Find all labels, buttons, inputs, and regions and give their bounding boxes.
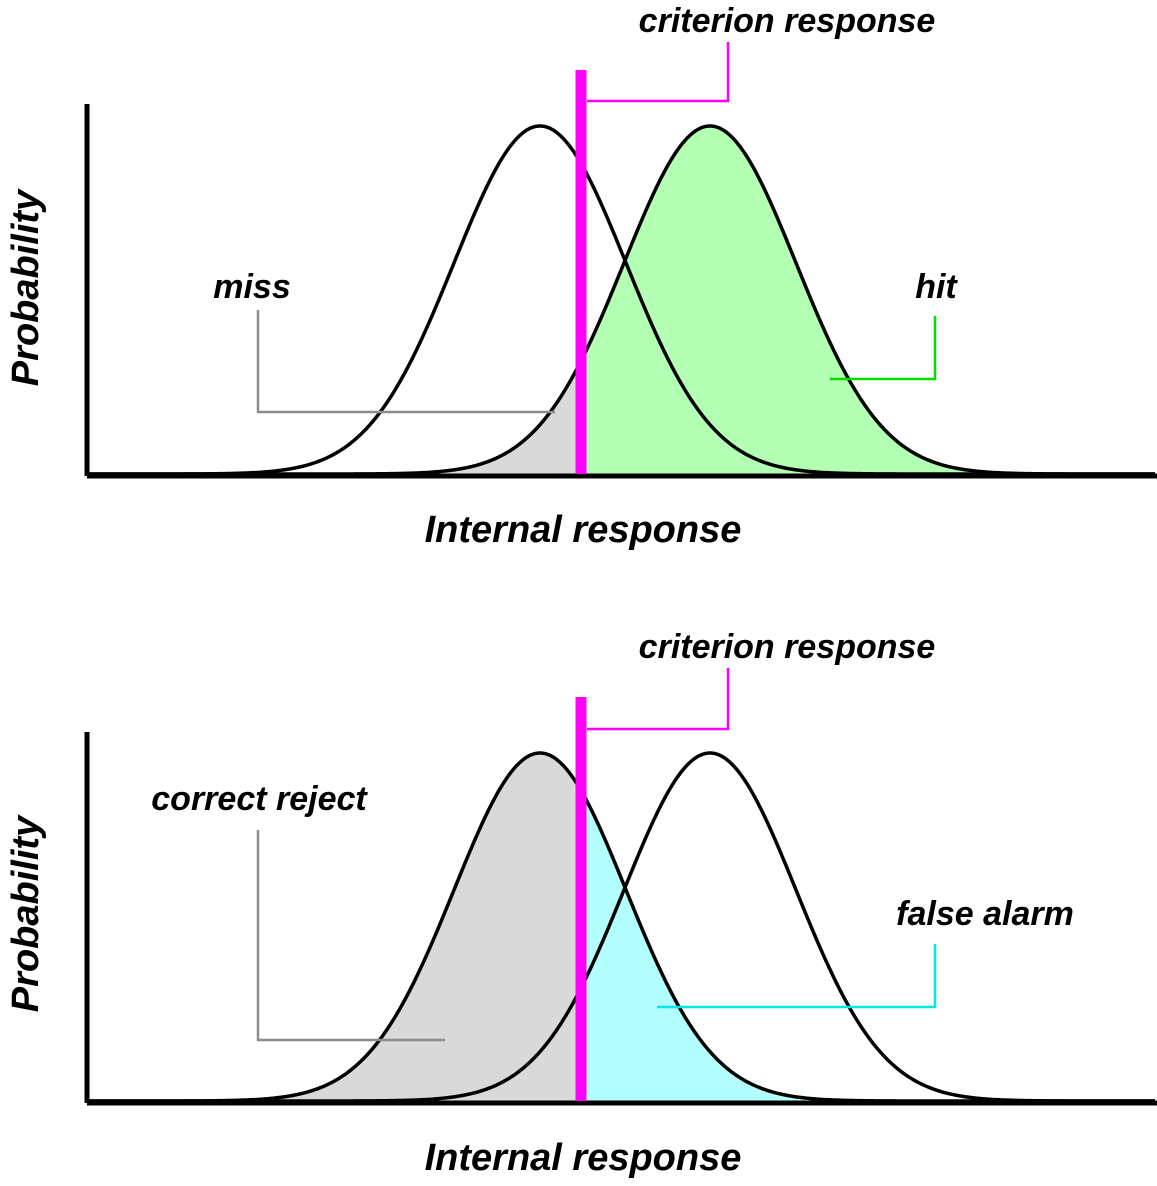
- correct-reject-shaded-area: [87, 753, 581, 1101]
- x-axis-label: Internal response: [425, 1137, 742, 1179]
- y-axis-label: Probability: [5, 188, 47, 386]
- hit-leader-line: [830, 316, 937, 381]
- criterion-leader-line: [587, 42, 730, 103]
- miss-label: miss: [213, 268, 291, 306]
- panel-correct-reject-false-alarm: criterion response correct reject false …: [5, 628, 1157, 1179]
- hit-shaded-area: [581, 126, 1155, 475]
- criterion-label: criterion response: [639, 2, 936, 40]
- criterion-label: criterion response: [639, 628, 936, 666]
- false-alarm-leader-line: [657, 944, 937, 1009]
- correct-reject-label: correct reject: [151, 780, 368, 818]
- false-alarm-shaded-area: [581, 790, 1155, 1101]
- correct-reject-leader-line: [256, 830, 445, 1042]
- criterion-leader-line: [587, 668, 730, 731]
- x-axis-label: Internal response: [425, 509, 742, 551]
- hit-label: hit: [915, 268, 958, 306]
- miss-shaded-area: [87, 361, 581, 474]
- miss-leader-line: [256, 310, 555, 414]
- panel-hit-miss: criterion response miss hit Internal res…: [5, 2, 1157, 551]
- y-axis-label: Probability: [5, 814, 47, 1012]
- false-alarm-label: false alarm: [896, 895, 1074, 933]
